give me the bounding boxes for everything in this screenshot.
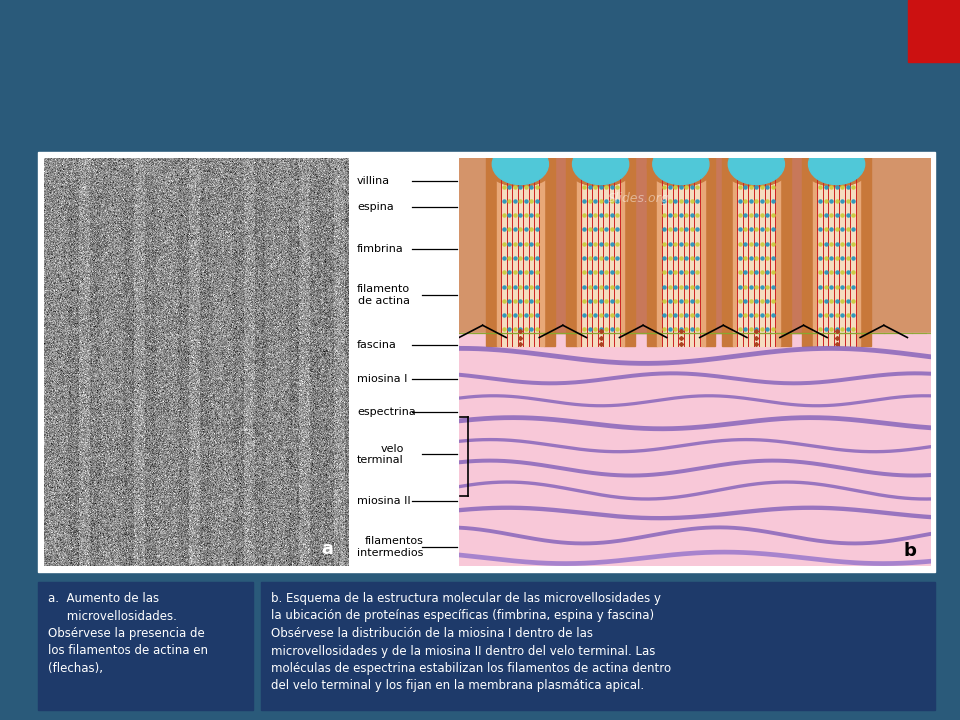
Bar [566, 154, 577, 346]
Bar [701, 154, 705, 346]
Bar [496, 154, 500, 346]
Text: velo
terminal: velo terminal [357, 444, 404, 465]
Bar [38, 152, 935, 572]
Bar [732, 154, 736, 346]
Bar [555, 150, 566, 333]
Bar [577, 154, 624, 346]
Bar [540, 154, 544, 346]
Bar [459, 333, 931, 566]
Bar [459, 158, 931, 333]
Bar [657, 154, 705, 346]
Bar [856, 154, 860, 346]
Ellipse shape [647, 145, 714, 186]
Ellipse shape [729, 144, 784, 184]
Text: b. Esquema de la estructura molecular de las microvellosidades y
la ubicación de: b. Esquema de la estructura molecular de… [271, 592, 671, 693]
Ellipse shape [492, 144, 548, 184]
Bar [459, 182, 931, 333]
Ellipse shape [572, 144, 629, 184]
Bar [715, 150, 722, 333]
Ellipse shape [494, 145, 546, 180]
Text: miosina I: miosina I [357, 374, 407, 384]
Bar [486, 154, 496, 346]
Bar [908, 0, 960, 62]
Bar [705, 154, 715, 346]
Ellipse shape [567, 145, 635, 186]
Ellipse shape [575, 145, 627, 180]
Text: fascina: fascina [357, 340, 396, 350]
Bar [813, 154, 817, 346]
Bar [860, 154, 871, 346]
Text: espina: espina [357, 202, 394, 212]
Ellipse shape [723, 145, 790, 186]
Ellipse shape [655, 145, 707, 180]
Bar [791, 150, 803, 333]
Bar [577, 154, 581, 346]
Ellipse shape [804, 145, 870, 186]
Bar [732, 154, 780, 346]
Text: miosina II: miosina II [357, 495, 411, 505]
Ellipse shape [808, 144, 865, 184]
Text: fimbrina: fimbrina [357, 243, 404, 253]
Bar [780, 154, 791, 346]
Bar [459, 333, 931, 566]
Bar [544, 154, 555, 346]
Text: Slides.org: Slides.org [608, 192, 669, 205]
Text: filamentos
intermedios: filamentos intermedios [357, 536, 423, 557]
Ellipse shape [653, 144, 708, 184]
Bar [38, 582, 253, 710]
Ellipse shape [731, 145, 782, 180]
Bar [803, 154, 813, 346]
Bar [635, 150, 647, 333]
Text: b: b [904, 542, 917, 560]
Bar [722, 154, 732, 346]
Bar [647, 154, 657, 346]
Bar [777, 154, 780, 346]
Text: villina: villina [357, 176, 390, 186]
Bar [657, 154, 660, 346]
Ellipse shape [810, 145, 863, 180]
Bar [624, 154, 635, 346]
Bar [261, 582, 935, 710]
Bar [496, 154, 544, 346]
Text: a.  Aumento de las
     microvellosidades.
Obsérvese la presencia de
los filamen: a. Aumento de las microvellosidades. Obs… [48, 592, 208, 675]
Ellipse shape [487, 145, 554, 186]
Bar [621, 154, 624, 346]
Bar [813, 154, 860, 346]
Text: a: a [322, 540, 334, 558]
Text: espectrina: espectrina [357, 408, 416, 418]
Text: filamento
de actina: filamento de actina [357, 284, 410, 305]
